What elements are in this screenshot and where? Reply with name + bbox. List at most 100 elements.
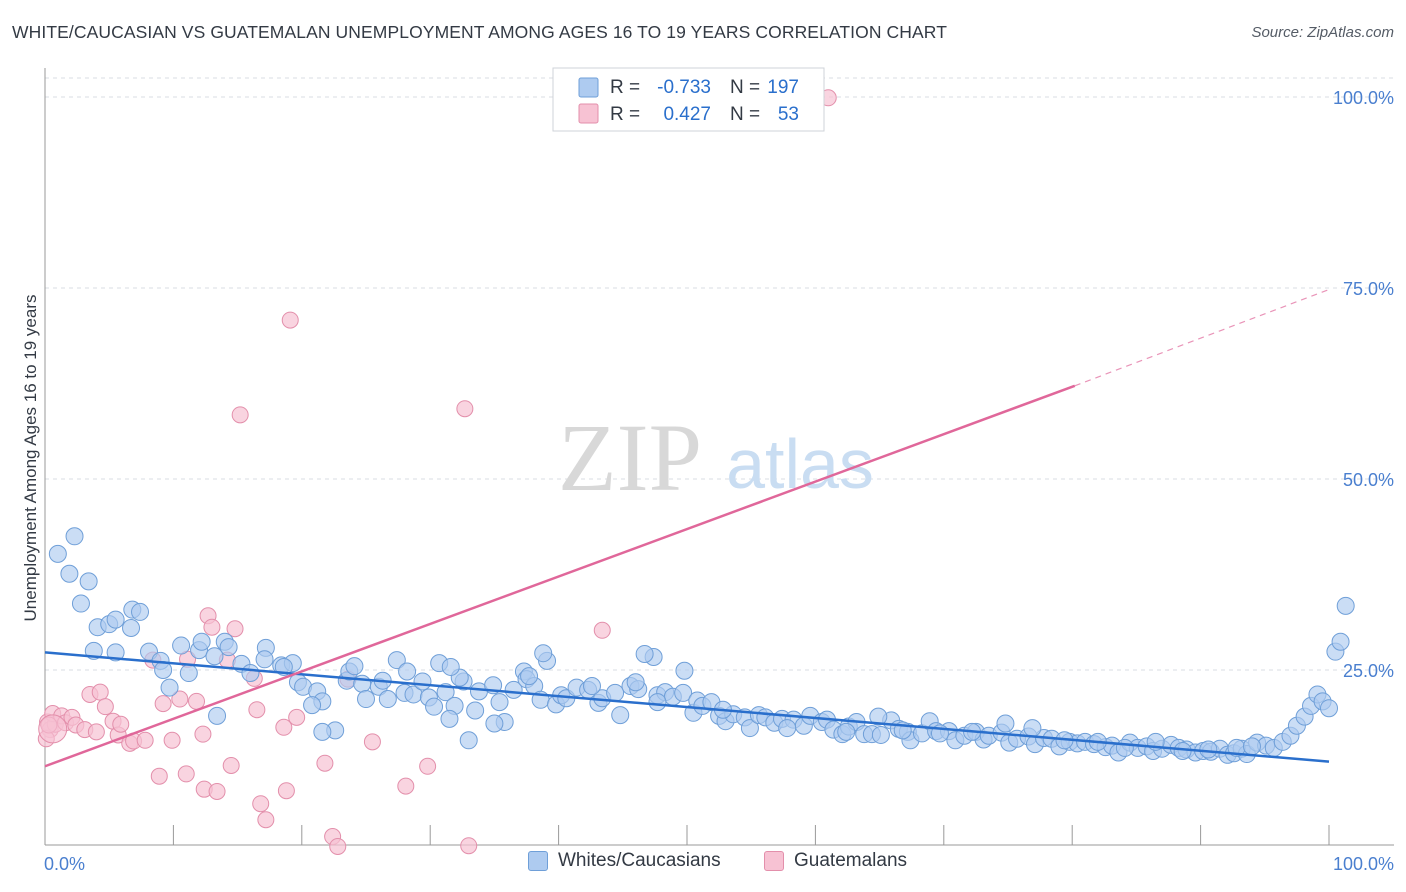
trend-lines — [44, 288, 1330, 768]
guatemalan-point — [281, 311, 299, 329]
white-point — [160, 678, 179, 697]
guatemalan-point — [194, 725, 212, 743]
y-axis-label: Unemployment Among Ages 16 to 19 years — [21, 295, 40, 622]
white-point — [131, 602, 150, 621]
white-point — [534, 644, 553, 663]
y-tick-label: 50.0% — [1343, 470, 1394, 490]
legend-n-label: N = — [730, 77, 760, 98]
guatemalan-point — [203, 618, 221, 636]
guatemalan-point — [87, 723, 105, 741]
white-point — [387, 651, 406, 670]
guatemalan-point — [456, 400, 474, 418]
white-point — [490, 693, 509, 712]
source-credit: Source: ZipAtlas.com — [1251, 24, 1394, 41]
white-point — [71, 594, 90, 613]
guatemalans-trend-line — [44, 384, 1076, 768]
legend-label-guatemalans: Guatemalans — [794, 850, 908, 871]
guatemalan-point — [96, 698, 114, 716]
white-point — [459, 731, 478, 750]
whites-trend-line — [44, 651, 1330, 763]
guatemalan-point — [277, 782, 295, 800]
white-point — [1199, 740, 1218, 759]
white-point — [466, 701, 485, 720]
guatemalan-point — [252, 795, 270, 813]
white-point — [441, 657, 460, 676]
guatemalan-point — [222, 757, 240, 774]
white-point — [1331, 632, 1350, 651]
white-point — [611, 706, 630, 725]
white-point — [65, 527, 84, 546]
x-tick-label: 0.0% — [44, 854, 85, 874]
guatemalan-point — [593, 621, 611, 639]
white-point — [582, 677, 601, 696]
white-point — [357, 690, 375, 709]
white-point — [675, 661, 694, 680]
white-point — [79, 572, 98, 591]
white-point — [674, 683, 693, 702]
white-point — [520, 667, 539, 686]
watermark-zip: ZIP — [558, 404, 702, 511]
white-point — [626, 673, 645, 692]
legend-r-value: 0.427 — [663, 104, 711, 125]
white-point — [413, 672, 432, 691]
white-point — [122, 618, 141, 637]
legend-n-label: N = — [730, 104, 760, 125]
guatemalan-point — [288, 708, 306, 726]
stats-legend: R = -0.733 N = 197 R = 0.427 N = 53 — [552, 67, 825, 132]
white-point — [440, 709, 459, 728]
white-point — [179, 664, 198, 683]
white-point — [345, 657, 364, 676]
legend-item-guatemalans[interactable]: Guatemalans — [764, 850, 907, 872]
watermark-atlas: atlas — [726, 425, 874, 503]
guatemalan-point — [91, 683, 109, 701]
white-point — [106, 610, 125, 629]
white-point — [648, 693, 667, 712]
white-point — [1023, 719, 1042, 738]
guatemalan-point — [163, 731, 181, 749]
x-tick-label: 100.0% — [1333, 854, 1394, 874]
white-point — [871, 725, 890, 744]
legend-n-value: 53 — [778, 104, 799, 125]
guatemalan-point — [112, 715, 130, 733]
white-point — [606, 683, 625, 702]
white-point — [106, 643, 125, 662]
guatemalan-point — [136, 731, 154, 749]
white-point — [208, 706, 227, 725]
legend-r-label: R = — [610, 77, 640, 98]
guatemalan-point — [329, 837, 347, 855]
white-point — [219, 638, 238, 657]
axis-layer: 25.0% 50.0% 75.0% 100.0% 0.0% 100.0% — [44, 68, 1394, 874]
legend-swatch-guatemalans — [764, 851, 784, 871]
white-point — [241, 664, 260, 683]
legend-item-whites[interactable]: Whites/Caucasians — [528, 850, 721, 872]
guatemalan-point — [460, 837, 478, 855]
white-point — [485, 714, 504, 733]
white-point — [398, 662, 417, 681]
guatemalan-point — [316, 754, 334, 772]
white-point — [996, 714, 1015, 733]
legend-label-whites: Whites/Caucasians — [558, 850, 721, 871]
white-point — [869, 707, 888, 726]
white-point — [1336, 596, 1355, 615]
legend-swatch-pink — [578, 103, 599, 124]
guatemalan-point — [177, 765, 195, 783]
white-point — [635, 644, 654, 663]
white-point — [1115, 738, 1134, 757]
white-point — [48, 544, 67, 563]
y-tick-label: 25.0% — [1343, 661, 1394, 681]
guatemalan-point — [397, 777, 415, 795]
grid-layer — [45, 77, 1394, 671]
white-point — [740, 719, 759, 738]
white-point — [60, 564, 79, 583]
white-point — [504, 680, 523, 699]
guatemalan-point — [38, 714, 68, 744]
white-point — [378, 690, 397, 709]
guatemalan-point — [248, 701, 266, 719]
white-point — [1242, 737, 1261, 756]
guatemalan-point — [226, 620, 244, 638]
white-point — [303, 696, 322, 715]
white-point — [1320, 699, 1338, 718]
guatemalan-point — [231, 406, 249, 424]
white-point — [192, 632, 211, 651]
